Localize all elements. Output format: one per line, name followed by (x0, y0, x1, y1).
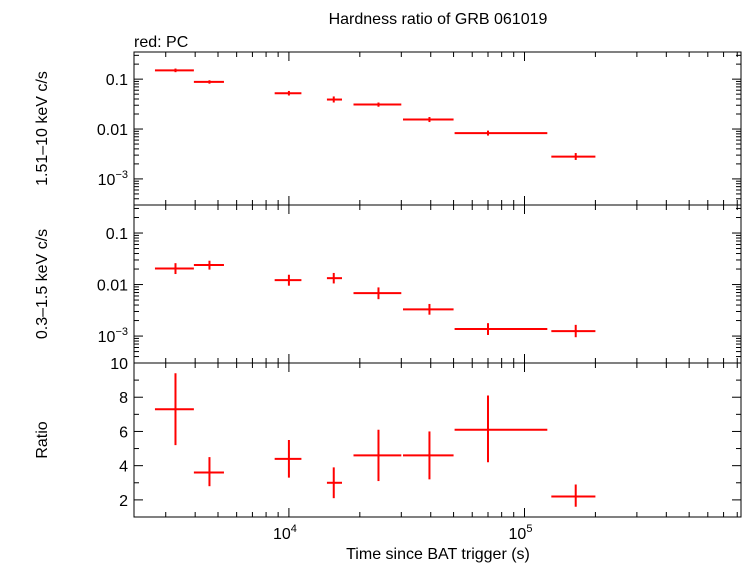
x-axis-label: Time since BAT trigger (s) (346, 546, 530, 563)
data-point (402, 303, 454, 315)
data-point (353, 429, 402, 482)
y-axis-label: 0.3–1.5 keV c/s (34, 229, 51, 339)
panel-3: 2 4 6 8 10 Ratio (34, 356, 742, 518)
panel-1: 0.1 0.01 10−3 1.51–10 keV c/s (34, 51, 742, 206)
y-tick-label: 10 (110, 356, 128, 373)
y-tick-label: 4 (119, 459, 128, 476)
panel-frame (133, 204, 742, 364)
data-point (402, 117, 454, 123)
data-point (274, 440, 302, 478)
panel-frame (133, 362, 742, 518)
data-point (551, 484, 596, 507)
data-point (326, 96, 342, 103)
y-axis-label: 1.51–10 keV c/s (34, 71, 51, 186)
data-point (353, 102, 402, 107)
data-point (193, 457, 224, 487)
data-point (454, 323, 548, 335)
data-point (353, 287, 402, 300)
y-tick-label: 8 (119, 390, 128, 407)
data-point (551, 324, 596, 338)
panel-frame (133, 51, 742, 206)
y-axis-label: Ratio (34, 421, 51, 458)
data-point (402, 431, 454, 480)
y-tick-label: 0.01 (97, 122, 128, 139)
panel-2: 0.1 0.01 10−3 0.3–1.5 keV c/s (34, 204, 742, 364)
y-tick-label: 2 (119, 493, 128, 510)
y-tick-label: 10−3 (98, 169, 128, 189)
data-point (154, 68, 194, 73)
data-point (454, 395, 548, 463)
y-tick-label: 0.1 (106, 226, 128, 243)
y-tick-label: 6 (119, 424, 128, 441)
data-point (326, 272, 342, 284)
y-tick-label: 0.1 (106, 72, 128, 89)
data-point (326, 467, 342, 499)
data-point (154, 263, 194, 275)
data-point (274, 274, 302, 286)
y-tick-label: 10−3 (98, 326, 128, 346)
x-tick-label: 104 (273, 523, 297, 543)
data-point (551, 153, 596, 160)
y-tick-label: 0.01 (97, 278, 128, 295)
data-point (193, 260, 224, 270)
chart-subtitle: red: PC (134, 34, 188, 51)
data-point (274, 90, 302, 96)
data-point (454, 130, 548, 136)
data-point (154, 373, 194, 446)
chart-title: Hardness ratio of GRB 061019 (329, 11, 548, 28)
x-tick-label: 105 (509, 523, 533, 543)
data-point (193, 80, 224, 84)
chart-panels: 0.1 0.01 10−3 1.51–10 keV c/s 0.1 0.01 10−3 0.3… (34, 51, 742, 543)
